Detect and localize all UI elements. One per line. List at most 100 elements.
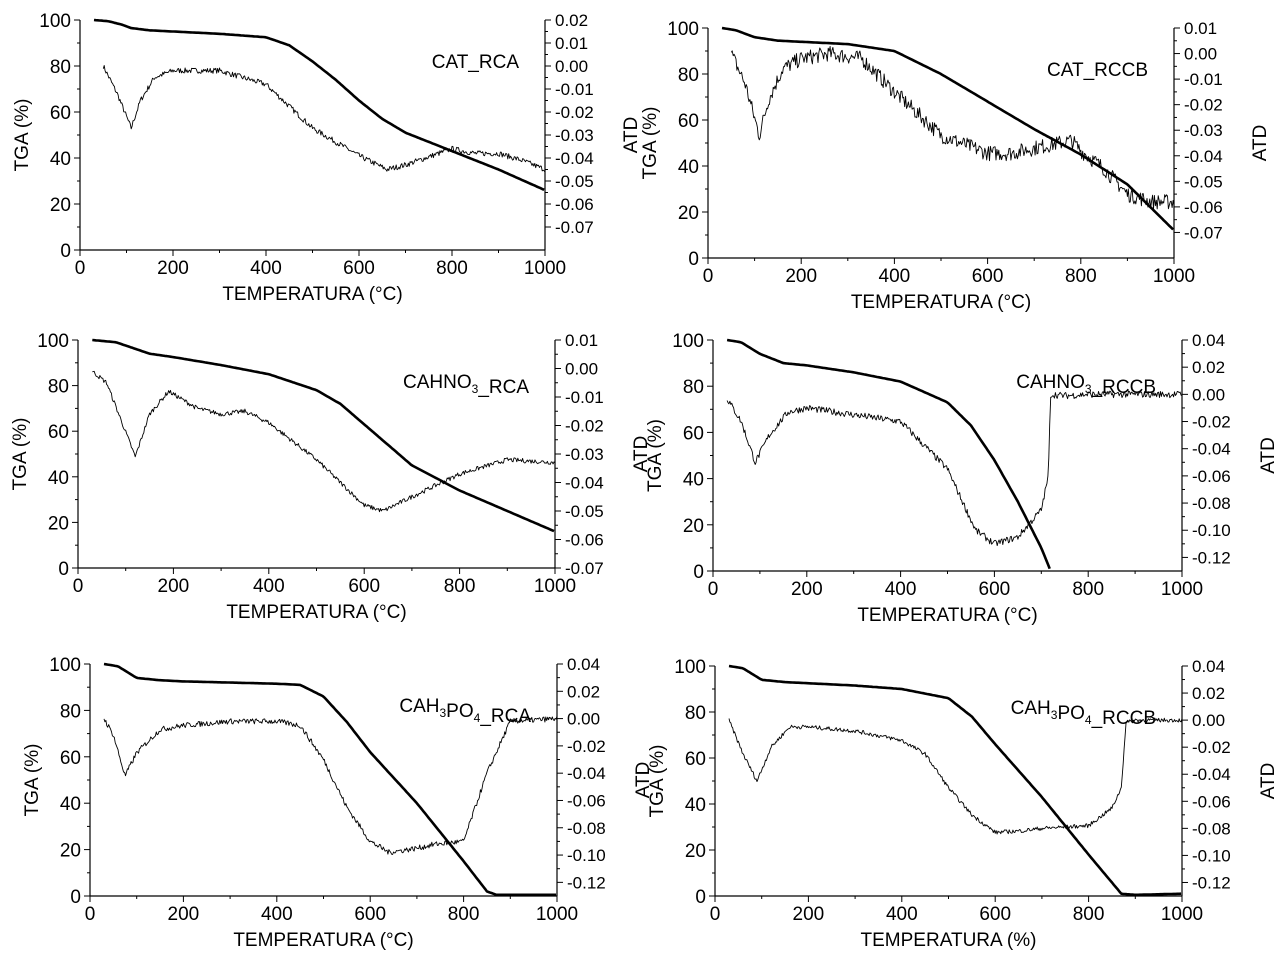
y2-tick-label: 0.00 (1192, 385, 1225, 404)
y2-tick-label: 0.00 (555, 57, 588, 76)
panel-4: 0 200 400 600 800 1000 0 20 40 60 80 100 0.04 0.02 0.0… (645, 331, 1279, 626)
y2-axis-label: ATD (633, 762, 654, 799)
x-tick-label: 600 (979, 579, 1011, 600)
y2-tick-label: -0.01 (1184, 70, 1223, 89)
y2-tick-label: 0.00 (567, 710, 600, 729)
y2-tick-label: -0.07 (565, 559, 604, 578)
panel-2: 0 200 400 600 800 1000 0 20 40 60 80 100 0.01 0.00 -0.… (640, 19, 1271, 313)
y2-tick-label: 0.00 (1184, 45, 1217, 64)
y-tick-label: 20 (685, 841, 706, 862)
y-tick-label: 80 (48, 377, 69, 398)
y-tick-label: 100 (49, 655, 81, 676)
x-axis-label: TEMPERATURA (°C) (233, 930, 413, 951)
y2-axis-label: ATD (1250, 125, 1271, 162)
y2-tick-label: -0.05 (555, 172, 594, 191)
x-tick-label: 800 (1073, 904, 1105, 925)
y-tick-label: 100 (667, 19, 699, 40)
y2-axis-label: ATD (1258, 437, 1279, 474)
y-tick-label: 40 (48, 468, 69, 489)
y-axis-label: TGA (%) (12, 99, 33, 172)
y2-tick-label: 0.04 (567, 655, 600, 674)
x-tick-label: 1000 (1161, 579, 1203, 600)
x-tick-label: 600 (972, 266, 1004, 287)
x-tick-label: 600 (348, 576, 380, 597)
x-tick-label: 1000 (1153, 266, 1195, 287)
x-tick-label: 200 (158, 576, 190, 597)
y-tick-label: 80 (60, 701, 81, 722)
panel-6: 0 200 400 600 800 1000 0 20 40 60 80 100 0.04 0.02 0.0… (647, 657, 1279, 951)
y2-tick-label: -0.06 (565, 531, 604, 550)
y2-tick-label: -0.02 (567, 737, 606, 756)
y-axis-label: TGA (%) (640, 107, 661, 180)
panel-5: 0 200 400 600 800 1000 0 20 40 60 80 100 0.04 0.02 0.0… (22, 655, 654, 951)
x-tick-label: 600 (343, 258, 375, 279)
y2-tick-label: -0.08 (1192, 819, 1231, 838)
y-axis-label: TGA (%) (22, 744, 43, 817)
x-axis-label: TEMPERATURA (°C) (222, 284, 402, 305)
series-line-tga (721, 26, 1175, 231)
y2-tick-label: 0.00 (1192, 711, 1225, 730)
x-tick-label: 0 (710, 904, 721, 925)
y-tick-label: 0 (70, 887, 81, 908)
y2-axis-label: ATD (631, 436, 652, 473)
y-tick-label: 60 (48, 422, 69, 443)
y-tick-label: 0 (60, 241, 71, 262)
y2-axis-label: ATD (621, 117, 642, 154)
y2-tick-label: 0.01 (565, 331, 598, 350)
y2-tick-label: 0.01 (555, 34, 588, 53)
series-line-atd (726, 390, 1182, 547)
y2-tick-label: -0.10 (1192, 846, 1231, 865)
y2-tick-label: -0.02 (565, 417, 604, 436)
y-tick-label: 60 (50, 103, 71, 124)
y2-tick-label: -0.10 (567, 846, 606, 865)
y-tick-label: 40 (685, 795, 706, 816)
x-tick-label: 400 (885, 579, 917, 600)
x-tick-label: 1000 (524, 258, 566, 279)
series-line-atd (728, 717, 1183, 835)
y2-tick-label: -0.07 (1184, 223, 1223, 242)
y-tick-label: 0 (693, 562, 704, 583)
y-tick-label: 20 (678, 203, 699, 224)
y-tick-label: 20 (50, 195, 71, 216)
y2-tick-label: -0.04 (1184, 147, 1223, 166)
panel-title: CAT_RCCB (1047, 60, 1148, 81)
y-tick-label: 20 (48, 513, 69, 534)
y2-tick-label: -0.02 (1192, 413, 1231, 432)
y-tick-label: 0 (58, 559, 69, 580)
y2-tick-label: 0.04 (1192, 657, 1225, 676)
y2-tick-label: -0.10 (1192, 521, 1231, 540)
y2-tick-label: -0.04 (555, 149, 594, 168)
y-axis-label: TGA (%) (647, 745, 668, 818)
y2-tick-label: 0.02 (1192, 358, 1225, 377)
x-tick-label: 0 (75, 258, 86, 279)
y-tick-label: 0 (688, 249, 699, 270)
y2-tick-label: -0.05 (565, 502, 604, 521)
y2-tick-label: -0.03 (555, 126, 594, 145)
panel-title: CAH3PO4_RCA (399, 696, 531, 727)
y-tick-label: 20 (60, 841, 81, 862)
y-axis-label: TGA (%) (10, 418, 31, 491)
x-axis-label: TEMPERATURA (°C) (851, 292, 1031, 313)
x-tick-label: 1000 (536, 904, 578, 925)
y-tick-label: 40 (678, 157, 699, 178)
y2-tick-label: -0.03 (565, 445, 604, 464)
y2-tick-label: 0.02 (1192, 684, 1225, 703)
x-tick-label: 200 (168, 904, 200, 925)
y2-tick-label: -0.02 (555, 103, 594, 122)
y2-tick-label: -0.03 (1184, 121, 1223, 140)
x-tick-label: 1000 (1161, 904, 1203, 925)
y2-tick-label: 0.02 (567, 682, 600, 701)
panel-3: 0 200 400 600 800 1000 0 20 40 60 80 100 0.01 0.00 -0.… (10, 331, 652, 623)
y-tick-label: 80 (678, 65, 699, 86)
x-tick-label: 800 (448, 904, 480, 925)
x-tick-label: 400 (250, 258, 282, 279)
x-tick-label: 800 (444, 576, 476, 597)
y-tick-label: 80 (683, 377, 704, 398)
y-tick-label: 60 (683, 423, 704, 444)
y-tick-label: 60 (685, 749, 706, 770)
y2-tick-label: -0.04 (1192, 440, 1231, 459)
y2-tick-label: -0.06 (1192, 467, 1231, 486)
y2-tick-label: -0.01 (565, 388, 604, 407)
y2-tick-label: -0.02 (1184, 96, 1223, 115)
